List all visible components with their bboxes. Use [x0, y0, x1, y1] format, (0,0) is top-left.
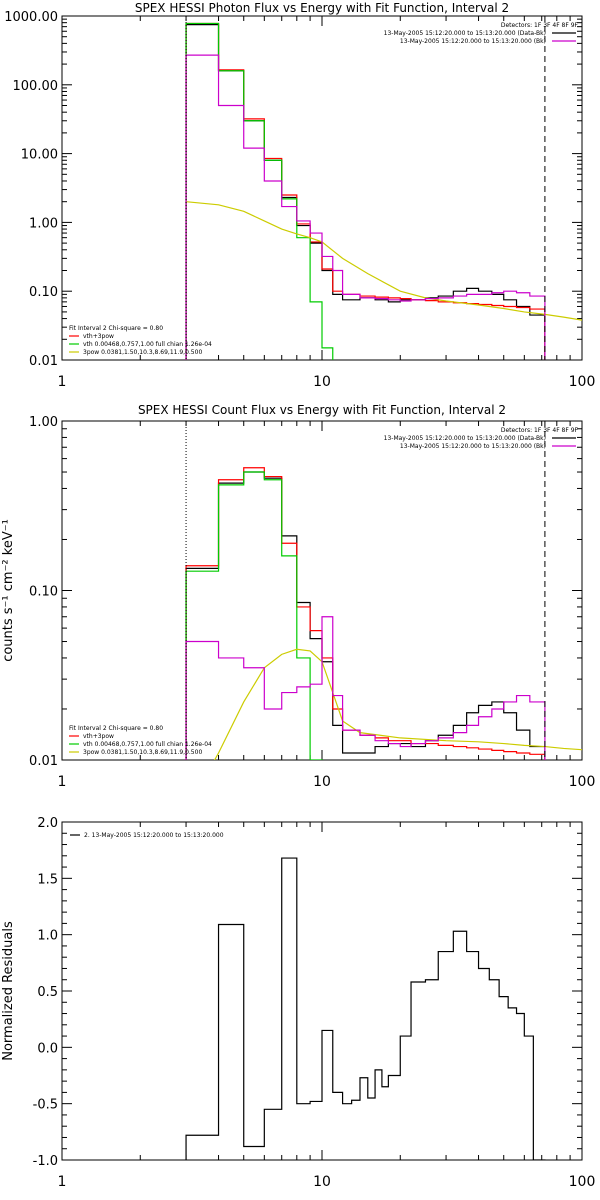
y-tick-label: 1000.00 [4, 10, 58, 25]
residuals-panel: 1 10 100 -1.0 -0.5 0.0 0.5 1.0 1.5 2.0 Normalized … [1, 816, 595, 1190]
series-bk [185, 616, 546, 760]
legend-label: 13-May-2005 15:12:20.000 to 15:13:20.000… [400, 38, 546, 45]
count-flux-panel: SPEX HESSI Count Flux vs Energy with Fit… [1, 403, 596, 790]
plot-frame [61, 821, 583, 1161]
y-tick-label: -0.5 [33, 1098, 58, 1113]
fit-info-label: Fit Interval 2 Chi-square = 0.80 [69, 725, 163, 732]
legend-label: vth+3pow [83, 733, 114, 740]
y-tick-label: 0.01 [29, 354, 58, 369]
series-group [185, 22, 582, 360]
series-3pow [185, 201, 582, 321]
y-tick-label: 0.10 [29, 285, 58, 300]
y-tick-label: 100.00 [13, 79, 59, 94]
x-tick-label: 100 [569, 1174, 596, 1190]
x-tick-label: 10 [313, 774, 331, 790]
series-2-13-may-2005-15-12-20-000-to-15-13-20-000 [185, 857, 546, 1160]
series-vth-3pow [185, 467, 546, 760]
y-tick-label: 1.00 [29, 415, 58, 430]
x-tick-label: 1 [58, 1174, 67, 1190]
series-data-bk [185, 471, 546, 760]
series-group [185, 857, 546, 1160]
legend-label: 3pow 0.0381,1.50,10.3,8.69,11.9,0.500 [83, 749, 202, 756]
series-vth [185, 22, 334, 360]
y-tick-label: 1.00 [29, 216, 58, 231]
series-vth [185, 471, 323, 760]
legend-label: 13-May-2005 15:12:20.000 to 15:13:20.000… [400, 443, 546, 450]
x-tick-label: 10 [313, 1174, 331, 1190]
legend-label: 13-May-2005 15:12:20.000 to 15:13:20.000… [384, 30, 546, 37]
y-tick-label: 0.0 [37, 1041, 58, 1056]
photon-flux-panel: SPEX HESSI Photon Flux vs Energy with Fi… [4, 1, 595, 390]
y-tick-label: 0.10 [29, 585, 58, 600]
y-tick-label: 1.0 [37, 929, 58, 944]
series-bk [185, 54, 546, 360]
legend-label: vth 0.00468,0.757,1.00 full chian 1.26e-… [83, 741, 212, 748]
series-data-bk [185, 23, 546, 360]
x-tick-label: 100 [569, 374, 596, 390]
chart-title: SPEX HESSI Photon Flux vs Energy with Fi… [135, 1, 509, 15]
fit-info-label: Fit Interval 2 Chi-square = 0.80 [69, 325, 163, 332]
legend-label: 3pow 0.0381,1.50,10.3,8.69,11.9,0.500 [83, 349, 202, 356]
y-tick-label: 10.00 [21, 148, 58, 163]
legend-label: 2. 13-May-2005 15:12:20.000 to 15:13:20.… [84, 832, 224, 839]
y-tick-label: 1.5 [37, 872, 58, 887]
y-tick-label: 0.01 [29, 754, 58, 769]
series-vth-3pow [185, 22, 546, 360]
y-tick-label: 2.0 [37, 816, 58, 831]
y-tick-label: 0.5 [37, 985, 58, 1000]
detectors-note: Detectors: 1F 3F 4F 8F 9F [501, 22, 579, 29]
legend-label: vth+3pow [83, 333, 114, 340]
y-axis-label: counts s⁻¹ cm⁻² keV⁻¹ [1, 519, 16, 662]
chart-title: SPEX HESSI Count Flux vs Energy with Fit… [138, 403, 506, 417]
x-tick-label: 10 [313, 374, 331, 390]
detectors-note: Detectors: 1F 3F 4F 8F 9F [501, 427, 579, 434]
x-tick-label: 1 [58, 374, 67, 390]
legend-label: 13-May-2005 15:12:20.000 to 15:13:20.000… [384, 435, 546, 442]
y-tick-label: -1.0 [33, 1154, 58, 1169]
legend-label: vth 0.00468,0.757,1.00 full chian 1.26e-… [83, 341, 212, 348]
x-tick-label: 1 [58, 774, 67, 790]
y-axis-label: Normalized Residuals [1, 921, 16, 1061]
series-group [185, 467, 582, 760]
x-tick-label: 100 [569, 774, 596, 790]
